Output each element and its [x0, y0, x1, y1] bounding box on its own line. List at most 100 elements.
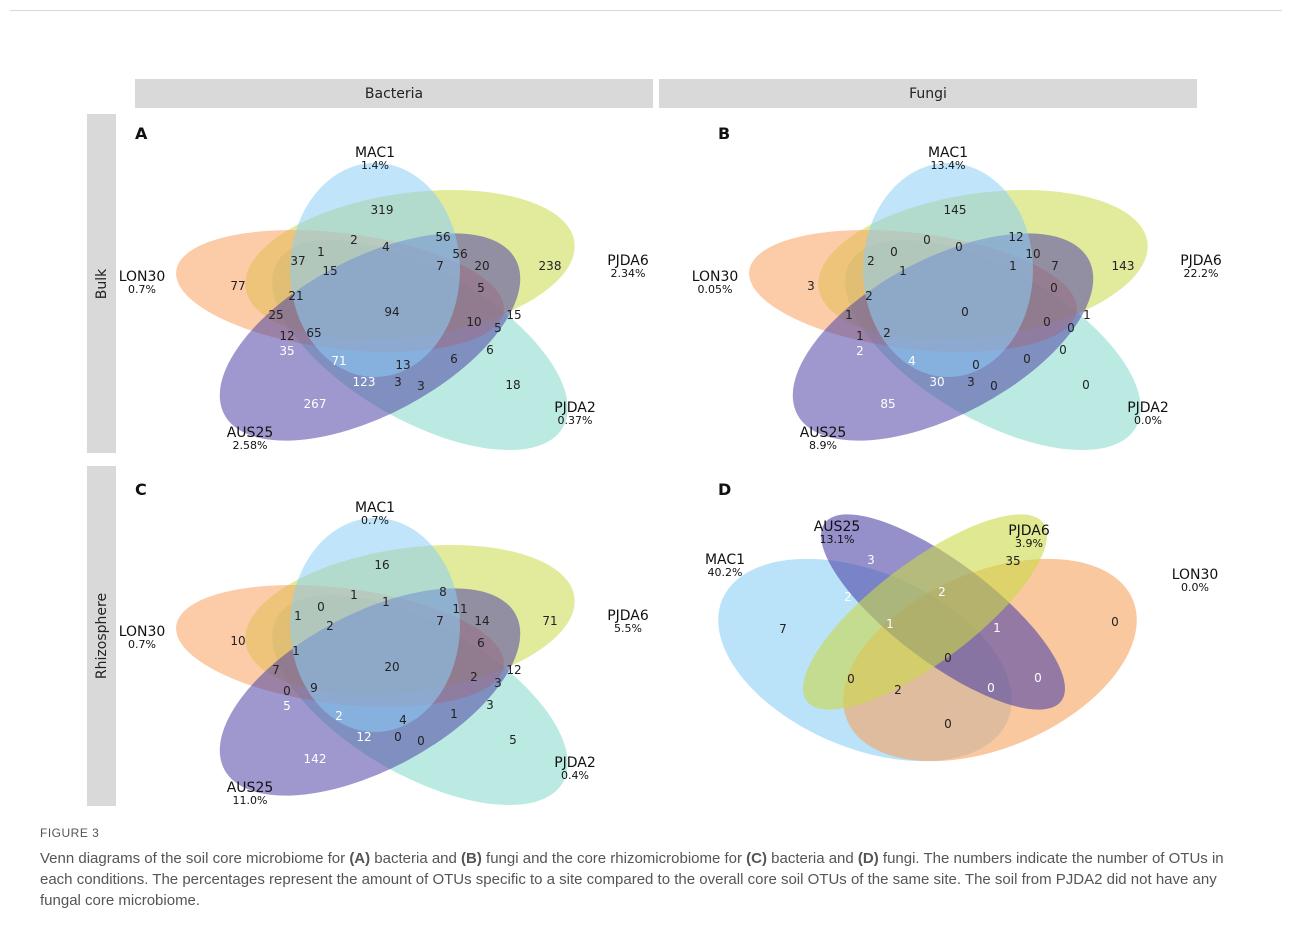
- venn-region-count: 56: [452, 247, 467, 261]
- venn-region-count: 20: [384, 660, 399, 674]
- venn-region-count: 13: [395, 358, 410, 372]
- set-percentage-lon30: 0.0%: [1181, 581, 1209, 594]
- venn-region-count: 15: [322, 264, 337, 278]
- venn-region-count: 143: [1112, 259, 1135, 273]
- venn-region-count: 1: [350, 588, 358, 602]
- panel-letter: C: [135, 480, 147, 499]
- venn-region-count: 2: [350, 233, 358, 247]
- set-percentage-lon30: 0.7%: [128, 283, 156, 296]
- set-label-mac1: MAC1: [928, 145, 968, 161]
- set-label-lon30: LON30: [692, 269, 739, 285]
- venn-region-count: 4: [382, 240, 390, 254]
- venn-region-count: 142: [304, 752, 327, 766]
- venn-region-count: 2: [883, 326, 891, 340]
- venn-region-count: 0: [1023, 352, 1031, 366]
- set-label-pjda6: PJDA6: [607, 608, 649, 624]
- venn-region-count: 0: [955, 240, 963, 254]
- venn-set-pjda6: [803, 514, 1047, 710]
- venn-region-count: 7: [779, 622, 787, 636]
- venn-region-count: 10: [466, 315, 481, 329]
- venn-region-count: 123: [353, 375, 376, 389]
- set-label-pjda2: PJDA2: [1127, 400, 1169, 416]
- venn-region-count: 0: [944, 651, 952, 665]
- venn-region-count: 12: [356, 730, 371, 744]
- caption-text-segment: bacteria and: [767, 850, 858, 867]
- venn-region-count: 2: [335, 709, 343, 723]
- venn-region-count: 5: [283, 699, 291, 713]
- venn-region-count: 0: [961, 305, 969, 319]
- venn-region-count: 2: [326, 619, 334, 633]
- venn-region-count: 1: [886, 617, 894, 631]
- venn-region-count: 8: [439, 585, 447, 599]
- venn-region-count: 1: [1009, 259, 1017, 273]
- venn-region-count: 71: [331, 354, 346, 368]
- venn-region-count: 16: [374, 558, 389, 572]
- column-header-bacteria: Bacteria: [135, 79, 653, 108]
- venn-region-count: 15: [506, 308, 521, 322]
- venn-region-count: 1: [294, 609, 302, 623]
- venn-region-count: 94: [384, 305, 399, 319]
- venn-region-count: 6: [477, 636, 485, 650]
- set-label-mac1: MAC1: [355, 500, 395, 516]
- set-percentage-aus25: 13.1%: [820, 533, 855, 546]
- panel-letter: D: [718, 480, 731, 499]
- venn-region-count: 3: [867, 553, 875, 567]
- venn-region-count: 4: [399, 713, 407, 727]
- venn-region-count: 35: [1005, 554, 1020, 568]
- caption-text: Venn diagrams of the soil core microbiom…: [40, 848, 1255, 911]
- panel-letter: A: [135, 124, 148, 143]
- venn-region-count: 319: [371, 203, 394, 217]
- figure-frame: [10, 10, 1282, 939]
- venn-region-count: 0: [1043, 315, 1051, 329]
- venn-region-count: 14: [474, 614, 489, 628]
- set-label-pjda2: PJDA2: [554, 755, 596, 771]
- set-label-lon30: LON30: [119, 624, 166, 640]
- set-label-mac1: MAC1: [355, 145, 395, 161]
- set-percentage-aus25: 2.58%: [233, 439, 268, 452]
- caption-text-segment: fungi. The numbers indicate the number o…: [40, 850, 1224, 909]
- venn-region-count: 10: [1025, 247, 1040, 261]
- venn-region-count: 7: [1051, 259, 1059, 273]
- venn-region-count: 4: [908, 354, 916, 368]
- venn-region-count: 0: [1059, 343, 1067, 357]
- venn-region-count: 5: [494, 321, 502, 335]
- figure-caption: FIGURE 3 Venn diagrams of the soil core …: [40, 826, 1255, 911]
- venn-region-count: 0: [1111, 615, 1119, 629]
- venn-region-count: 6: [450, 352, 458, 366]
- set-label-lon30: LON30: [1172, 567, 1219, 583]
- venn-region-count: 21: [288, 289, 303, 303]
- venn-region-count: 35: [279, 344, 294, 358]
- venn-region-count: 0: [317, 600, 325, 614]
- set-percentage-pjda6: 22.2%: [1184, 267, 1219, 280]
- venn-region-count: 0: [283, 684, 291, 698]
- venn-region-count: 1: [450, 707, 458, 721]
- venn-region-count: 2: [938, 585, 946, 599]
- venn-region-count: 30: [929, 375, 944, 389]
- set-percentage-pjda6: 5.5%: [614, 622, 642, 635]
- set-label-pjda6: PJDA6: [607, 253, 649, 269]
- set-percentage-mac1: 40.2%: [708, 566, 743, 579]
- venn-region-count: 3: [967, 375, 975, 389]
- venn-region-count: 71: [542, 614, 557, 628]
- venn-region-count: 1: [899, 264, 907, 278]
- set-label-pjda6: PJDA6: [1180, 253, 1222, 269]
- caption-panel-ref: (C): [746, 850, 767, 867]
- row-header-bulk: Bulk: [87, 114, 116, 453]
- set-label-lon30: LON30: [119, 269, 166, 285]
- venn-region-count: 1: [993, 621, 1001, 635]
- venn-region-count: 10: [230, 634, 245, 648]
- venn-region-count: 18: [505, 378, 520, 392]
- set-percentage-lon30: 0.05%: [698, 283, 733, 296]
- venn-region-count: 0: [990, 379, 998, 393]
- set-percentage-mac1: 0.7%: [361, 514, 389, 527]
- venn-region-count: 1: [317, 245, 325, 259]
- caption-text-segment: bacteria and: [370, 850, 462, 867]
- venn-region-count: 0: [987, 681, 995, 695]
- venn-region-count: 2: [867, 254, 875, 268]
- venn-region-count: 3: [394, 375, 402, 389]
- venn-region-count: 12: [506, 663, 521, 677]
- venn-region-count: 1: [292, 644, 300, 658]
